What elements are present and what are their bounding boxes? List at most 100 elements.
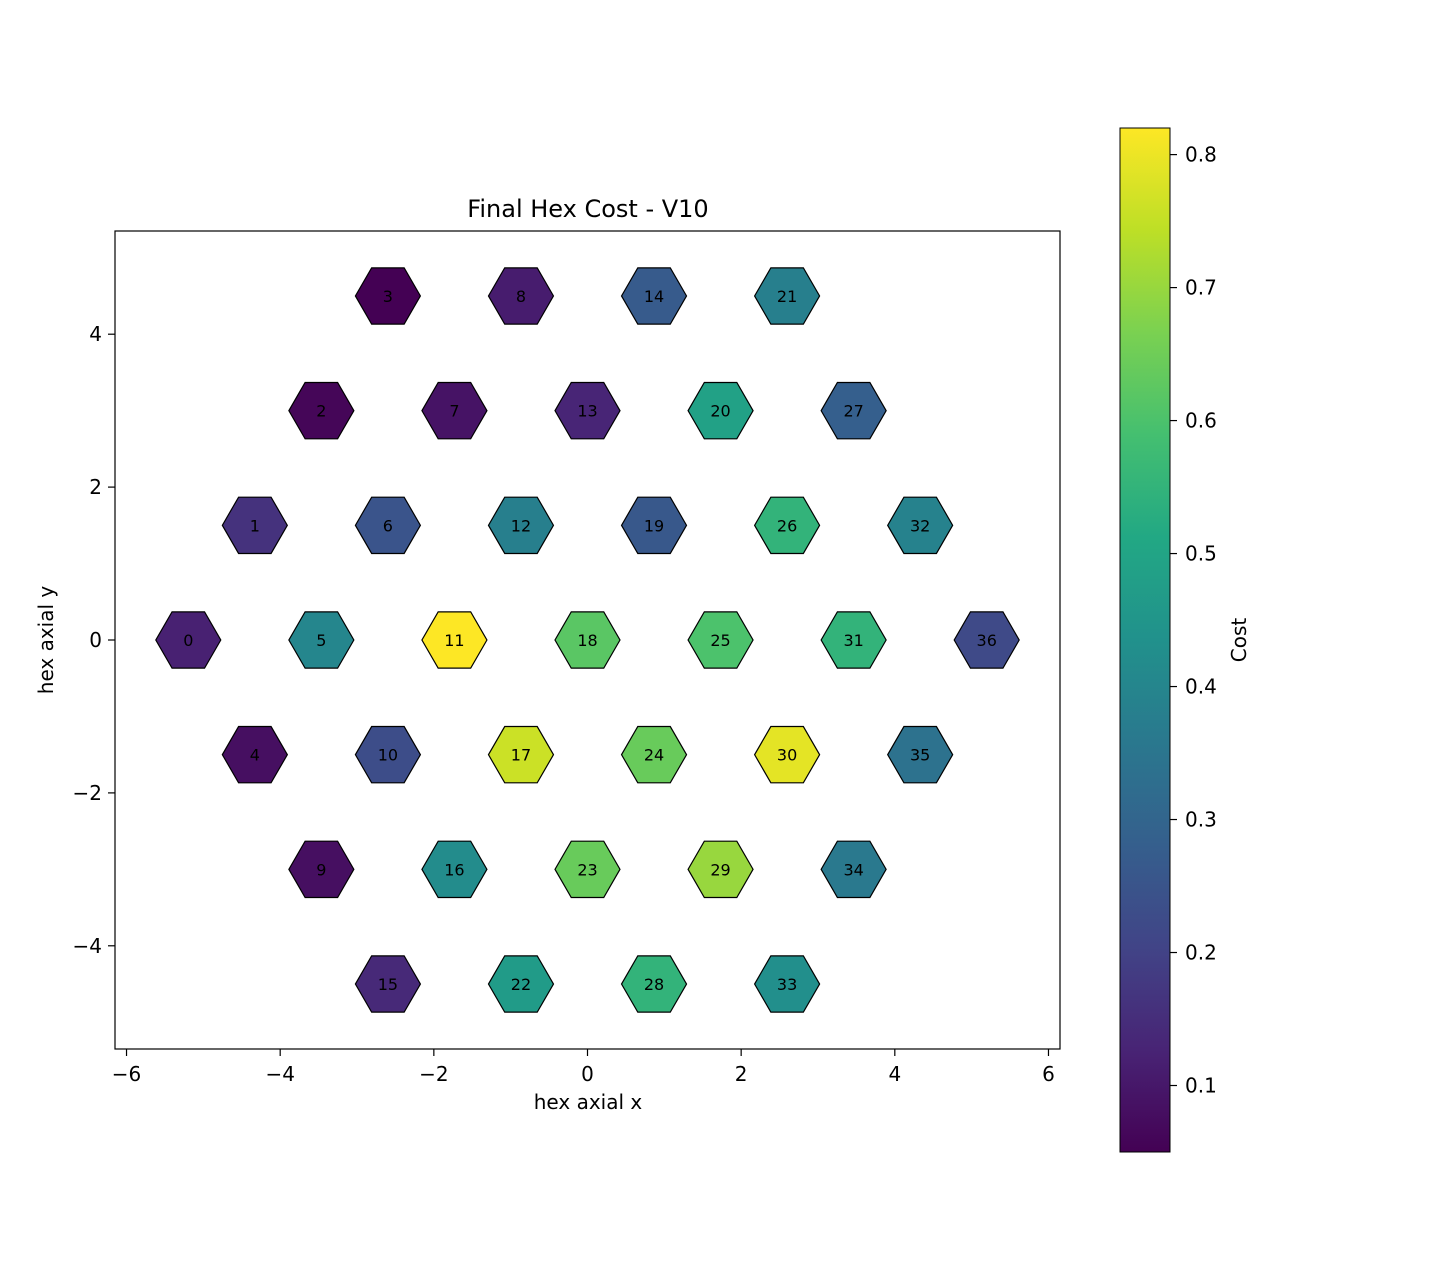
- hex-cell-label: 33: [777, 975, 797, 994]
- hex-cell-23: [554, 840, 621, 899]
- hex-cell-label: 34: [843, 860, 863, 879]
- hex-cell-14: [620, 267, 688, 325]
- colorbar-tick-label: 0.8: [1185, 143, 1217, 167]
- hex-cell-19: [620, 496, 688, 555]
- hex-cell-35: [886, 725, 954, 784]
- hex-cell-label: 3: [383, 287, 393, 306]
- y-tick-label: 4: [89, 322, 102, 346]
- hex-cell-30: [753, 725, 821, 784]
- hex-cell-1: [221, 496, 289, 555]
- hex-cell-15: [354, 955, 422, 1013]
- hex-cell-label: 30: [777, 746, 797, 765]
- chart-title: Final Hex Cost - V10: [467, 195, 708, 223]
- hex-cell-label: 23: [577, 860, 597, 879]
- hex-cell-24: [620, 725, 688, 784]
- x-tick-label: −6: [112, 1062, 141, 1086]
- x-tick-label: 6: [1042, 1062, 1055, 1086]
- hex-cell-0: [155, 611, 222, 669]
- y-tick-label: 2: [89, 475, 102, 499]
- hex-cell-11: [421, 611, 488, 669]
- hex-cell-label: 4: [250, 746, 260, 765]
- hex-cell-label: 31: [843, 631, 863, 650]
- hex-cell-10: [354, 725, 422, 784]
- y-axis-label: hex axial y: [34, 586, 58, 695]
- hex-cell-26: [753, 496, 821, 555]
- hex-cell-27: [820, 381, 887, 440]
- colorbar-ticks: 0.1 0.2 0.3 0.4 0.5 0.6 0.7 0.8: [1170, 143, 1217, 1098]
- hex-cell-label: 6: [383, 516, 393, 535]
- y-tick-label: −4: [73, 934, 102, 958]
- hex-cell-label: 24: [644, 746, 664, 765]
- colorbar-tick-label: 0.1: [1185, 1074, 1217, 1098]
- colorbar-tick-label: 0.4: [1185, 675, 1217, 699]
- colorbar-tick-label: 0.3: [1185, 808, 1217, 832]
- colorbar-tick-label: 0.5: [1185, 542, 1217, 566]
- x-axis-label: hex axial x: [534, 1090, 643, 1114]
- hex-cell-13: [554, 381, 621, 440]
- hex-cell-label: 9: [316, 860, 326, 879]
- hex-cell-12: [487, 496, 555, 555]
- hex-cell-22: [487, 955, 555, 1013]
- hex-cell-label: 1: [250, 516, 260, 535]
- hex-cell-label: 16: [444, 860, 464, 879]
- hex-cell-label: 35: [910, 746, 930, 765]
- hex-cell-6: [354, 496, 422, 555]
- colorbar-tick-label: 0.6: [1185, 409, 1217, 433]
- y-tick-label: −2: [73, 781, 102, 805]
- hex-cell-2: [288, 381, 355, 440]
- hex-cell-label: 10: [378, 746, 398, 765]
- hex-cell-label: 26: [777, 516, 797, 535]
- hex-cell-label: 8: [516, 287, 526, 306]
- hex-cell-21: [753, 267, 821, 325]
- colorbar-tick-label: 0.7: [1185, 276, 1217, 300]
- hex-cell-18: [554, 611, 621, 669]
- hex-cell-label: 18: [577, 631, 597, 650]
- hex-cell-label: 14: [644, 287, 664, 306]
- hex-cell-label: 21: [777, 287, 797, 306]
- hex-cell-36: [953, 611, 1020, 669]
- hex-cell-label: 17: [511, 746, 531, 765]
- hex-cell-label: 25: [710, 631, 730, 650]
- hex-cell-16: [421, 840, 488, 899]
- hex-cell-label: 22: [511, 975, 531, 994]
- hex-cell-label: 12: [511, 516, 531, 535]
- x-tick-label: 2: [735, 1062, 748, 1086]
- hex-cell-label: 20: [710, 402, 730, 421]
- x-axis: −6 −4 −2 0 2 4 6: [112, 1049, 1055, 1086]
- hex-cell-label: 32: [910, 516, 930, 535]
- hex-cell-label: 29: [710, 860, 730, 879]
- hex-cell-label: 2: [316, 402, 326, 421]
- hex-cell-28: [620, 955, 688, 1013]
- x-tick-label: −4: [265, 1062, 294, 1086]
- hex-cell-20: [687, 381, 754, 440]
- hex-cell-label: 13: [577, 402, 597, 421]
- hex-cell-7: [421, 381, 488, 440]
- hex-layer: 0123456789101112131415161718192021222324…: [155, 267, 1020, 1013]
- hex-cell-32: [886, 496, 954, 555]
- hex-cell-25: [687, 611, 754, 669]
- hex-cell-4: [221, 725, 289, 784]
- hex-cell-label: 28: [644, 975, 664, 994]
- hex-cell-33: [753, 955, 821, 1013]
- hex-cell-8: [487, 267, 555, 325]
- hex-cell-label: 19: [644, 516, 664, 535]
- x-tick-label: −2: [419, 1062, 448, 1086]
- hex-cell-31: [820, 611, 887, 669]
- colorbar-label: Cost: [1227, 618, 1251, 663]
- hex-cell-label: 11: [444, 631, 464, 650]
- hex-cell-label: 15: [378, 975, 398, 994]
- hex-cell-label: 27: [843, 402, 863, 421]
- x-tick-label: 4: [888, 1062, 901, 1086]
- hex-cell-label: 7: [449, 402, 459, 421]
- y-tick-label: 0: [89, 628, 102, 652]
- hex-cell-9: [288, 840, 355, 899]
- colorbar-tick-label: 0.2: [1185, 941, 1217, 965]
- colorbar: [1119, 127, 1171, 1153]
- y-axis: −4 −2 0 2 4: [73, 322, 115, 958]
- x-tick-label: 0: [581, 1062, 594, 1086]
- hex-cell-3: [354, 267, 422, 325]
- hex-cell-5: [288, 611, 355, 669]
- hex-cell-label: 5: [316, 631, 326, 650]
